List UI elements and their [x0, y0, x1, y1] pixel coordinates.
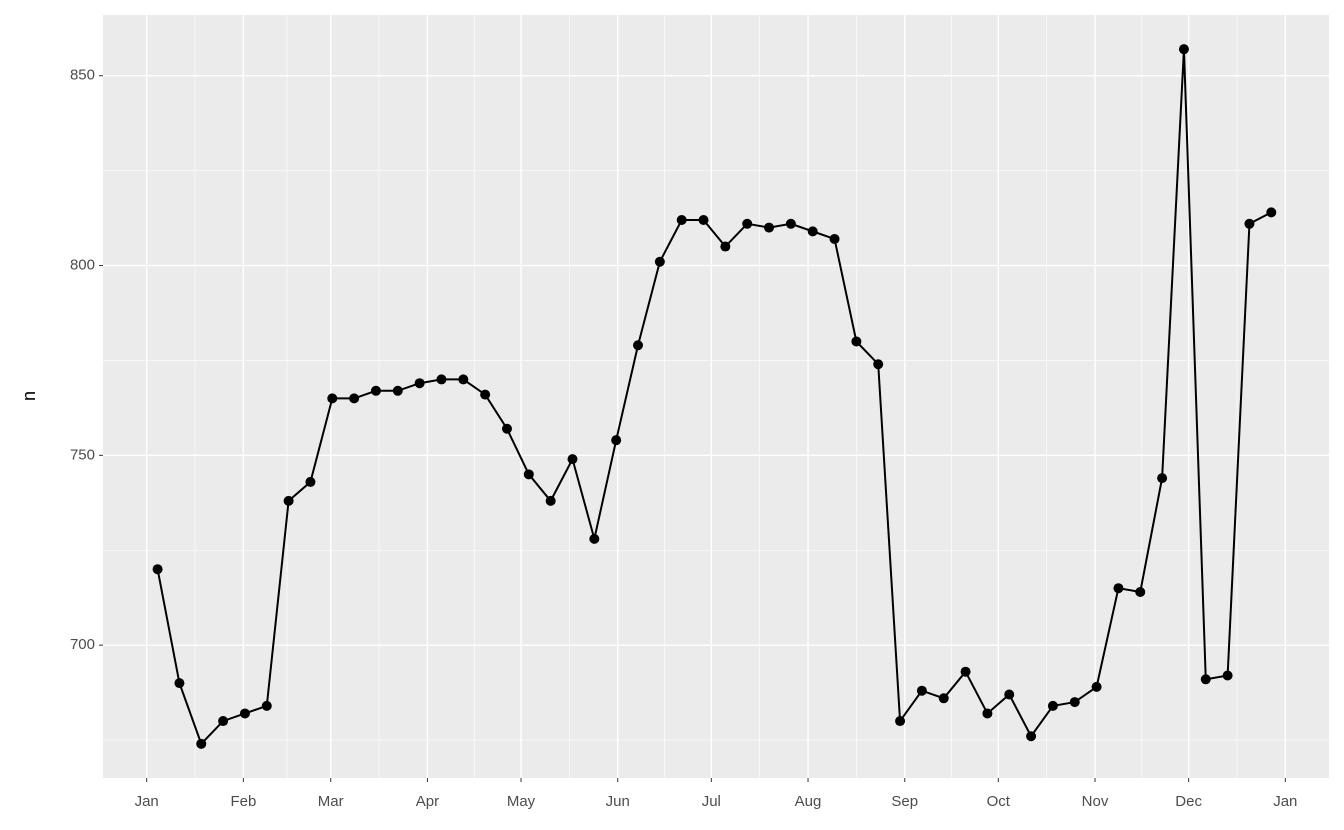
- x-tick-label: Mar: [318, 793, 344, 810]
- y-tick-label: 800: [70, 257, 95, 274]
- x-tick-label: Jan: [1273, 793, 1297, 810]
- point: [1222, 670, 1233, 681]
- point: [1113, 583, 1124, 594]
- point: [982, 708, 993, 719]
- point: [895, 716, 906, 727]
- point: [436, 374, 447, 385]
- point: [218, 716, 229, 727]
- panel: [103, 15, 1329, 778]
- point: [938, 693, 949, 704]
- point: [698, 214, 709, 225]
- point: [370, 385, 381, 396]
- x-tick-label: Jun: [606, 793, 630, 810]
- x-tick-label: Jul: [702, 793, 721, 810]
- x-tick-label: May: [507, 793, 536, 810]
- point: [480, 389, 491, 400]
- point: [1004, 689, 1015, 700]
- point: [742, 218, 753, 229]
- point: [1200, 674, 1211, 685]
- point: [916, 685, 927, 696]
- point: [785, 218, 796, 229]
- x-tick-label: Apr: [416, 793, 439, 810]
- point: [1244, 218, 1255, 229]
- point: [1047, 700, 1058, 711]
- point: [523, 469, 534, 480]
- point: [1091, 681, 1102, 692]
- x-tick-label: Sep: [891, 793, 918, 810]
- point: [1157, 473, 1168, 484]
- x-tick-label: Oct: [987, 793, 1011, 810]
- y-tick-label: 750: [70, 446, 95, 463]
- x-tick-label: Nov: [1082, 793, 1109, 810]
- y-axis-label: n: [19, 391, 39, 401]
- point: [501, 423, 512, 434]
- point: [261, 700, 272, 711]
- point: [458, 374, 469, 385]
- point: [589, 533, 600, 544]
- point: [807, 226, 818, 237]
- point: [633, 340, 644, 351]
- x-tick-label: Feb: [230, 793, 256, 810]
- point: [327, 393, 338, 404]
- point: [349, 393, 360, 404]
- point: [239, 708, 250, 719]
- y-tick-label: 700: [70, 636, 95, 653]
- point: [1135, 586, 1146, 597]
- point: [567, 454, 578, 465]
- point: [851, 336, 862, 347]
- point: [611, 435, 622, 446]
- y-tick-label: 850: [70, 67, 95, 84]
- point: [1026, 731, 1037, 742]
- point: [764, 222, 775, 233]
- point: [392, 385, 403, 396]
- x-tick-label: Dec: [1175, 793, 1202, 810]
- point: [1069, 697, 1080, 708]
- x-tick-label: Aug: [795, 793, 822, 810]
- point: [305, 476, 316, 487]
- point: [960, 666, 971, 677]
- point: [174, 678, 185, 689]
- point: [545, 495, 556, 506]
- line: [156, 49, 1272, 746]
- point: [152, 564, 163, 575]
- point: [283, 495, 294, 506]
- point: [654, 256, 665, 267]
- point: [829, 233, 840, 244]
- point: [676, 214, 687, 225]
- point: [720, 241, 731, 252]
- point: [1178, 44, 1189, 55]
- point: [1266, 207, 1277, 218]
- point: [196, 738, 207, 749]
- point: [873, 359, 884, 370]
- point: [414, 378, 425, 389]
- x-tick-label: Jan: [135, 793, 159, 810]
